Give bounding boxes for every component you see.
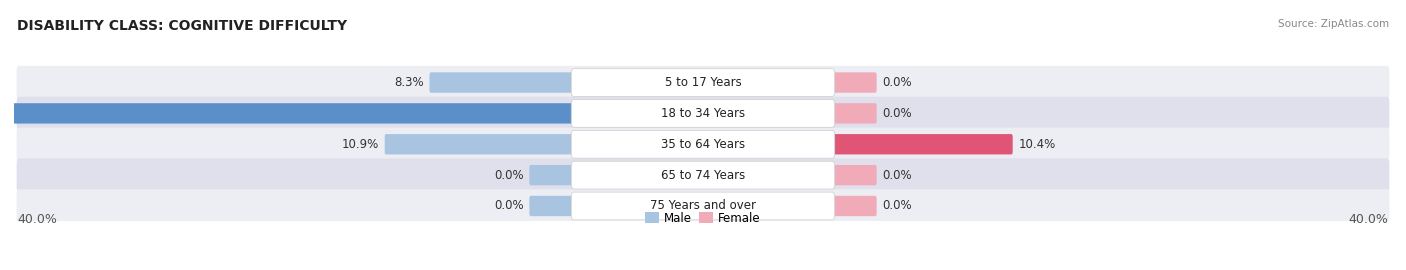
FancyBboxPatch shape (831, 103, 876, 124)
FancyBboxPatch shape (17, 97, 1389, 130)
Text: 8.3%: 8.3% (394, 76, 425, 89)
FancyBboxPatch shape (17, 128, 1389, 161)
Text: 40.0%: 40.0% (1348, 213, 1389, 226)
Text: 10.9%: 10.9% (342, 138, 380, 151)
Text: 18 to 34 Years: 18 to 34 Years (661, 107, 745, 120)
FancyBboxPatch shape (17, 158, 1389, 192)
FancyBboxPatch shape (831, 196, 876, 216)
Text: 40.0%: 40.0% (17, 213, 58, 226)
FancyBboxPatch shape (17, 189, 1389, 223)
FancyBboxPatch shape (831, 165, 876, 185)
FancyBboxPatch shape (571, 161, 835, 189)
FancyBboxPatch shape (571, 192, 835, 220)
Text: 65 to 74 Years: 65 to 74 Years (661, 168, 745, 182)
FancyBboxPatch shape (17, 66, 1389, 99)
Text: 0.0%: 0.0% (882, 107, 911, 120)
Text: DISABILITY CLASS: COGNITIVE DIFFICULTY: DISABILITY CLASS: COGNITIVE DIFFICULTY (17, 19, 347, 33)
Text: 0.0%: 0.0% (495, 168, 524, 182)
FancyBboxPatch shape (571, 69, 835, 96)
Text: 35 to 64 Years: 35 to 64 Years (661, 138, 745, 151)
FancyBboxPatch shape (0, 103, 575, 124)
Text: 5 to 17 Years: 5 to 17 Years (665, 76, 741, 89)
Text: 0.0%: 0.0% (882, 168, 911, 182)
Legend: Male, Female: Male, Female (641, 207, 765, 229)
Text: 10.4%: 10.4% (1018, 138, 1056, 151)
Text: 0.0%: 0.0% (495, 200, 524, 212)
Text: 0.0%: 0.0% (882, 200, 911, 212)
FancyBboxPatch shape (571, 130, 835, 158)
FancyBboxPatch shape (571, 100, 835, 127)
FancyBboxPatch shape (831, 134, 1012, 154)
FancyBboxPatch shape (530, 165, 575, 185)
Text: 0.0%: 0.0% (882, 76, 911, 89)
FancyBboxPatch shape (831, 72, 876, 93)
Text: Source: ZipAtlas.com: Source: ZipAtlas.com (1278, 19, 1389, 29)
FancyBboxPatch shape (530, 196, 575, 216)
FancyBboxPatch shape (429, 72, 575, 93)
FancyBboxPatch shape (385, 134, 575, 154)
Text: 75 Years and over: 75 Years and over (650, 200, 756, 212)
